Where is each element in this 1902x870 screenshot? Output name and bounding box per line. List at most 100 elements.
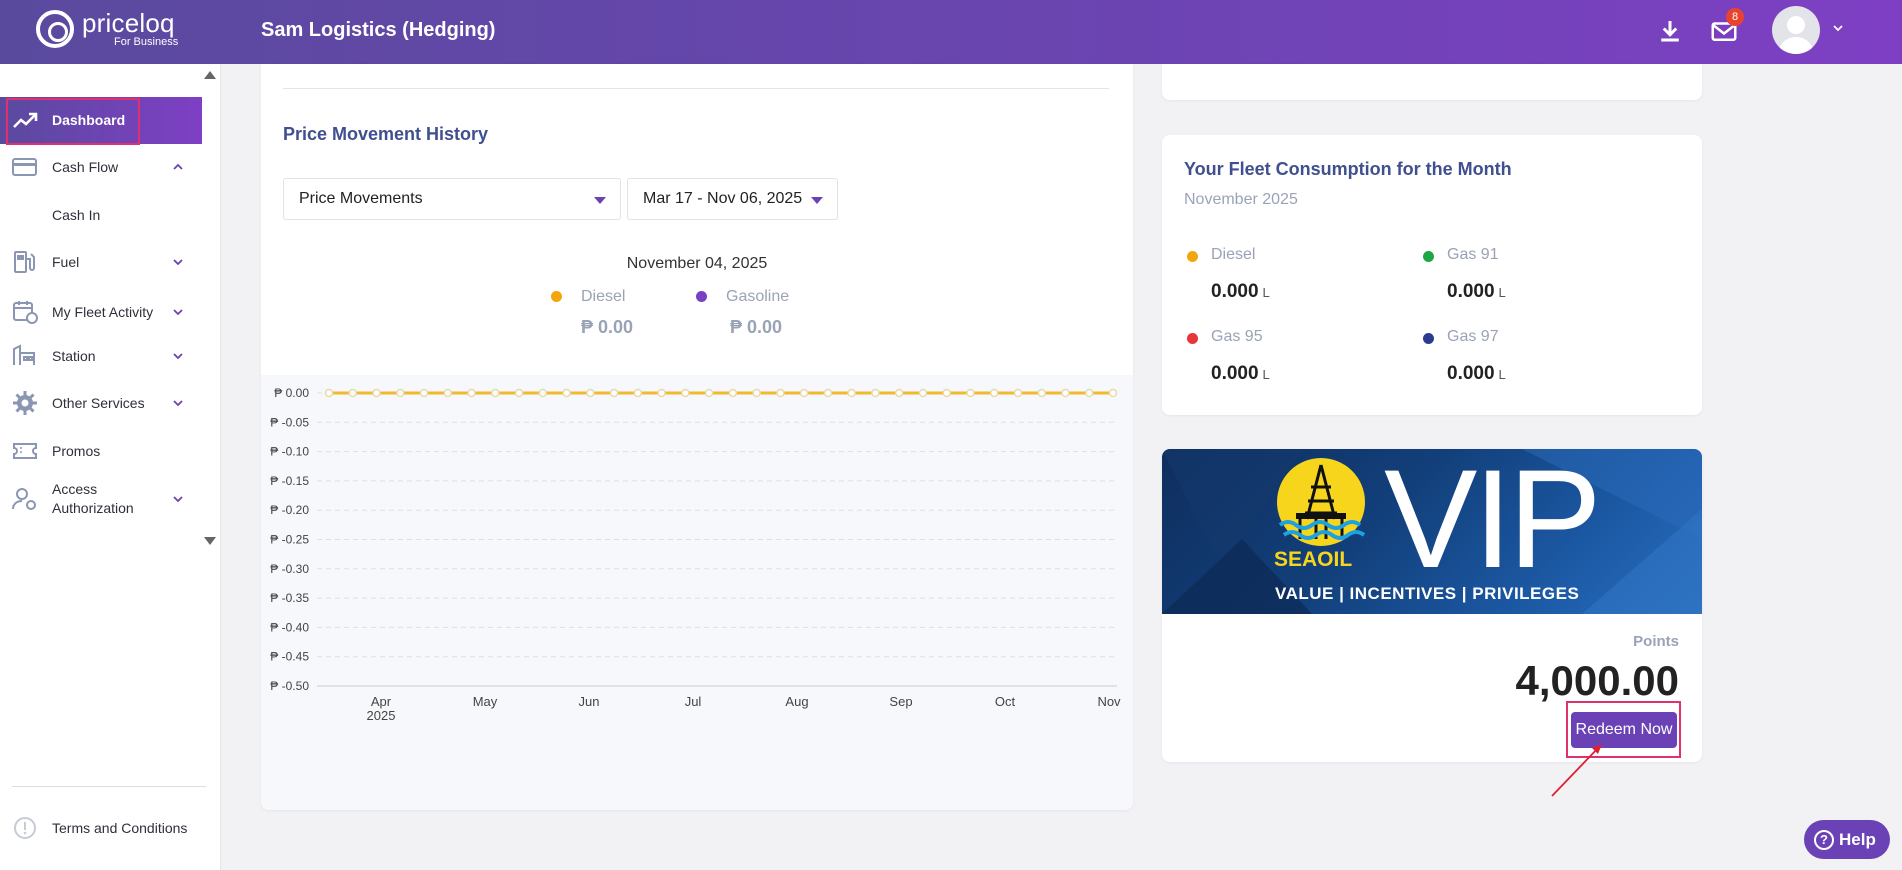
- y-tick-label: ₱ -0.40: [270, 620, 309, 634]
- fleet-month: November 2025: [1184, 191, 1298, 208]
- price-type-select[interactable]: Price Movements: [283, 178, 621, 220]
- fuel-value-diesel: 0.000 L: [1211, 281, 1270, 302]
- y-tick-label: ₱ -0.20: [270, 503, 309, 517]
- mail-icon[interactable]: [1709, 16, 1739, 46]
- fuel-name-gas91: Gas 91: [1447, 246, 1499, 263]
- sidebar-item-label: My Fleet Activity: [52, 303, 154, 320]
- data-point: [562, 388, 571, 398]
- data-point: [752, 388, 761, 398]
- data-point: [942, 388, 951, 398]
- sidebar-item-cash-flow[interactable]: Cash Flow: [0, 152, 202, 182]
- sidebar-item-other-services[interactable]: Other Services: [0, 388, 202, 418]
- help-button[interactable]: ? Help: [1804, 820, 1890, 859]
- sidebar-item-cash-in[interactable]: Cash In: [0, 200, 202, 230]
- fuel-name-diesel: Diesel: [1211, 246, 1256, 263]
- vip-heading: VIP: [1384, 449, 1602, 597]
- x-tick-label: Jun: [579, 694, 600, 709]
- legend-value-diesel: ₱ 0.00: [581, 317, 634, 337]
- x-tick-label: Aug: [785, 694, 808, 709]
- fleet-consumption-card: Your Fleet Consumption for the Month Nov…: [1162, 135, 1702, 415]
- fuel-dot-gas97: [1423, 333, 1434, 344]
- sidebar-item-label: Station: [52, 347, 96, 364]
- select-value: Mar 17 - Nov 06, 2025: [643, 190, 803, 207]
- vip-points-card: SEAOIL VIP VALUE | INCENTIVES | PRIVILEG…: [1162, 449, 1702, 762]
- redeem-now-button[interactable]: Redeem Now: [1571, 712, 1677, 748]
- seaoil-brand: SEAOIL: [1274, 548, 1353, 571]
- price-movement-title: Price Movement History: [283, 124, 489, 144]
- vip-tagline: VALUE | INCENTIVES | PRIVILEGES: [1275, 584, 1580, 603]
- legend-dot-gasoline: [696, 291, 707, 302]
- data-point: [396, 388, 405, 398]
- scroll-up-icon[interactable]: [203, 69, 217, 81]
- fuel-value-gas97: 0.000 L: [1447, 363, 1506, 384]
- legend-label-diesel: Diesel: [581, 288, 626, 305]
- chevron-down-icon: [173, 309, 183, 316]
- data-point: [1013, 388, 1023, 398]
- avatar[interactable]: [1772, 6, 1820, 54]
- chevron-up-icon: [173, 163, 183, 170]
- x-tick-label: 2025: [367, 708, 396, 723]
- fuel-value-gas91: 0.000 L: [1447, 281, 1506, 302]
- highlight-box: [1566, 701, 1681, 758]
- x-tick-label: Jul: [685, 694, 702, 709]
- card-icon: [12, 158, 37, 176]
- y-tick-label: ₱ -0.05: [270, 415, 309, 429]
- data-point: [372, 388, 381, 398]
- sidebar-item-label: Other Services: [52, 394, 145, 411]
- vip-banner: SEAOIL VIP VALUE | INCENTIVES | PRIVILEG…: [1162, 449, 1702, 614]
- sidebar-item-promos[interactable]: Promos: [0, 436, 202, 466]
- fuel-dot-gas95: [1187, 333, 1198, 344]
- fleet-calendar-icon: [13, 301, 38, 324]
- y-tick-label: ₱ -0.10: [270, 445, 309, 459]
- gear-icon: [13, 391, 37, 415]
- help-label: Help: [1839, 829, 1876, 849]
- download-icon[interactable]: [1655, 16, 1685, 46]
- data-point: [799, 388, 809, 398]
- price-movement-card: Price Movement History Price Movements M…: [261, 64, 1133, 810]
- fleet-title: Your Fleet Consumption for the Month: [1184, 159, 1512, 179]
- sidebar-item-access-authorization[interactable]: Access Authorization: [0, 478, 202, 520]
- x-tick-label: Apr: [371, 694, 392, 709]
- chevron-down-icon[interactable]: [1832, 22, 1844, 34]
- brand-logo[interactable]: priceloq For Business: [36, 10, 178, 48]
- data-point: [918, 388, 928, 398]
- points-label: Points: [1633, 633, 1679, 650]
- x-tick-label: Oct: [995, 694, 1016, 709]
- sidebar-item-label: Dashboard: [52, 112, 126, 128]
- caret-down-icon: [811, 197, 823, 204]
- sidebar: [0, 64, 221, 870]
- date-range-select[interactable]: Mar 17 - Nov 06, 2025: [627, 178, 838, 220]
- sidebar-item-terms[interactable]: Terms and Conditions: [0, 815, 202, 841]
- data-point: [966, 388, 975, 398]
- sidebar-item-fuel[interactable]: Fuel: [0, 247, 202, 277]
- x-tick-label: May: [473, 694, 498, 709]
- station-icon: [13, 344, 35, 365]
- price-line-chart: ₱ 0.00 ₱ -0.05 ₱ -0.10 ₱ -0.15 ₱ -0.20 ₱ -0.2…: [270, 386, 1121, 723]
- legend-value-gasoline: ₱ 0.00: [730, 317, 783, 337]
- y-tick-label: ₱ 0.00: [274, 386, 309, 400]
- top-right-card: [1162, 64, 1702, 100]
- data-point: [1084, 388, 1094, 398]
- notification-badge: 8: [1726, 8, 1744, 26]
- data-point: [348, 388, 358, 398]
- sidebar-item-label: Cash In: [52, 206, 101, 223]
- data-point: [989, 388, 999, 398]
- sidebar-item-station[interactable]: Station: [0, 341, 202, 371]
- user-key-icon: [12, 488, 36, 510]
- brand-sub: For Business: [114, 36, 179, 48]
- data-point: [1108, 388, 1118, 398]
- question-icon: ?: [1814, 829, 1834, 850]
- data-point: [823, 388, 833, 398]
- data-point: [538, 388, 548, 398]
- data-point: [728, 388, 738, 398]
- fuel-name-gas97: Gas 97: [1447, 328, 1499, 345]
- scroll-down-icon[interactable]: [203, 535, 217, 547]
- fuel-value-gas95: 0.000 L: [1211, 363, 1270, 384]
- points-value: 4,000.00: [1515, 657, 1680, 704]
- chevron-down-icon: [173, 353, 183, 360]
- data-point: [894, 388, 904, 398]
- highlight-box: [6, 98, 140, 145]
- sidebar-item-dashboard[interactable]: Dashboard: [0, 97, 202, 144]
- sidebar-item-my-fleet-activity[interactable]: My Fleet Activity: [0, 292, 202, 332]
- divider: [283, 88, 1109, 89]
